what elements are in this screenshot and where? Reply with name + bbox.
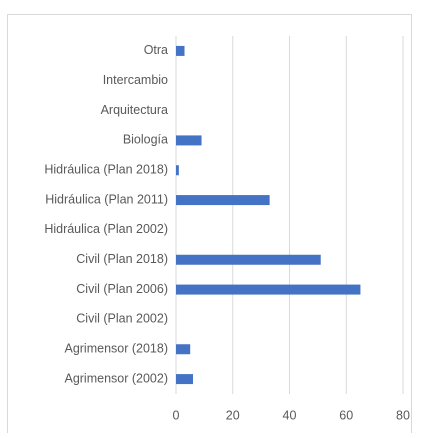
chart-frame bbox=[7, 14, 412, 438]
y-tick-label: Agrimensor (2002) bbox=[64, 371, 168, 385]
y-tick-label: Arquitectura bbox=[101, 103, 168, 117]
bar bbox=[176, 195, 270, 206]
y-tick-label: Hidráulica (Plan 2002) bbox=[44, 222, 168, 236]
x-tick-label: 40 bbox=[283, 408, 297, 422]
y-tick-label: Biología bbox=[123, 133, 168, 147]
bar bbox=[176, 344, 191, 355]
y-tick-label: Civil (Plan 2018) bbox=[76, 252, 168, 266]
bar bbox=[176, 45, 185, 56]
bar bbox=[176, 254, 321, 265]
y-tick-label: Hidráulica (Plan 2018) bbox=[44, 163, 168, 177]
x-tick-label: 0 bbox=[173, 408, 180, 422]
y-tick-label: Otra bbox=[144, 43, 168, 57]
y-tick-label: Hidráulica (Plan 2011) bbox=[45, 192, 168, 206]
bar bbox=[176, 374, 194, 385]
y-tick-label: Intercambio bbox=[103, 73, 168, 87]
y-tick-label: Civil (Plan 2002) bbox=[76, 312, 168, 326]
x-tick-label: 80 bbox=[396, 408, 410, 422]
y-tick-label: Civil (Plan 2006) bbox=[76, 282, 168, 296]
bar bbox=[176, 284, 361, 295]
x-tick-label: 20 bbox=[226, 408, 240, 422]
bar bbox=[176, 135, 202, 146]
x-tick-label: 60 bbox=[339, 408, 353, 422]
bar bbox=[176, 165, 179, 176]
y-tick-label: Agrimensor (2018) bbox=[64, 342, 168, 356]
